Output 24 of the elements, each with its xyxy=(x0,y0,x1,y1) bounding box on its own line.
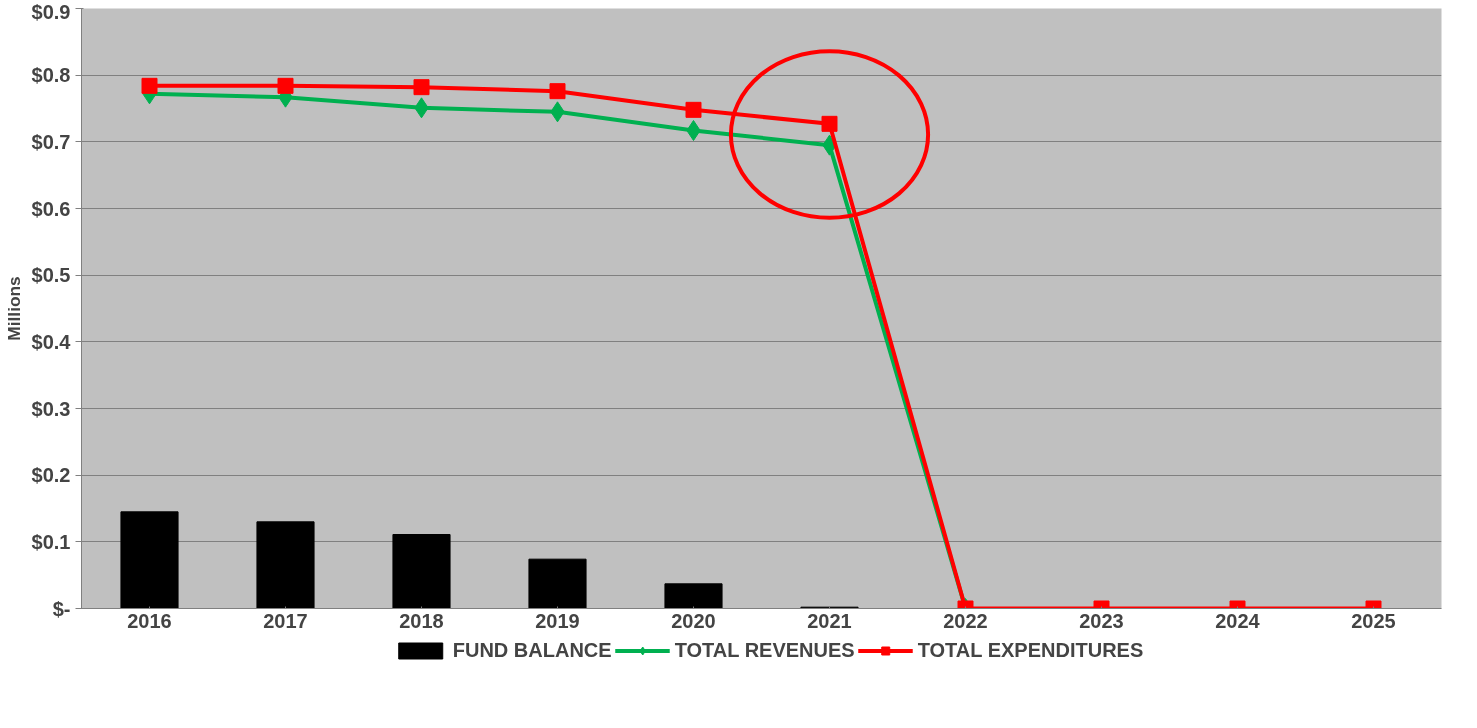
x-tick-label: 2022 xyxy=(943,609,988,632)
x-tick-label: 2021 xyxy=(807,609,852,632)
legend-label: FUND BALANCE xyxy=(452,638,612,662)
y-tick-label: $0.5 xyxy=(31,264,71,287)
y-tick-label: $0.1 xyxy=(31,530,71,553)
y-tick-label: $0.3 xyxy=(31,397,71,420)
y-tick-label: $0.8 xyxy=(31,64,71,87)
legend-label: TOTAL EXPENDITURES xyxy=(917,638,1144,662)
y-tick-label: $0.9 xyxy=(31,0,71,23)
x-tick-label: 2024 xyxy=(1215,609,1261,632)
y-tick-label: $0.2 xyxy=(31,464,71,487)
x-tick-label: 2019 xyxy=(535,609,580,632)
y-tick-label: $0.7 xyxy=(31,130,71,153)
x-tick-label: 2016 xyxy=(127,609,172,632)
y-tick-label: $0.6 xyxy=(31,197,71,220)
y-axis-title: Millions xyxy=(3,276,24,341)
y-tick-label: $0.4 xyxy=(31,330,72,353)
x-tick-label: 2025 xyxy=(1351,609,1396,632)
x-tick-label: 2023 xyxy=(1079,609,1124,632)
x-tick-label: 2018 xyxy=(399,609,444,632)
x-tick-label: 2020 xyxy=(671,609,716,632)
x-tick-label: 2017 xyxy=(263,609,308,632)
legend-label: TOTAL REVENUES xyxy=(674,638,855,662)
y-tick-label: $- xyxy=(52,597,71,620)
